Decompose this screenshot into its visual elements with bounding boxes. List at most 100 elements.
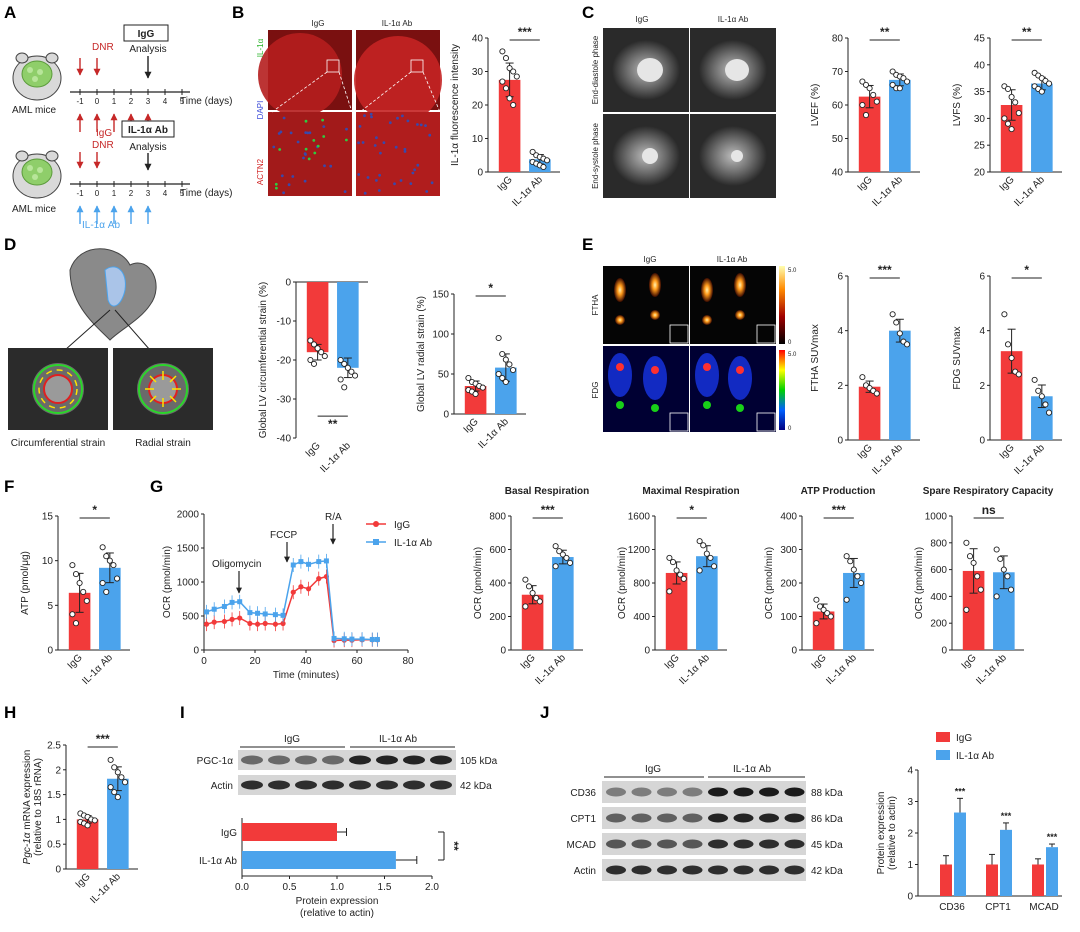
panel-b-images: IgG IL-1α Ab IL-1α DAPI ACTN2 bbox=[256, 19, 442, 196]
x-tick-label: IL-1α Ab bbox=[870, 442, 905, 477]
data-point bbox=[513, 73, 520, 80]
j-header-ab: IL-1α Ab bbox=[733, 764, 771, 775]
y-tick-label: 100 bbox=[432, 330, 449, 341]
y-tick-label: 6 bbox=[979, 272, 985, 283]
e-pet-hotspot bbox=[615, 315, 625, 325]
sig-label: *** bbox=[1047, 832, 1058, 842]
sig-label: *** bbox=[1001, 811, 1012, 821]
y-tick-label: 20 bbox=[472, 101, 484, 112]
data-point bbox=[873, 390, 880, 397]
c-row-systole: End-systole phase bbox=[591, 123, 600, 189]
bar bbox=[1031, 396, 1053, 440]
y-tick-label: 1500 bbox=[177, 544, 200, 555]
bar bbox=[1000, 829, 1012, 896]
e-pet-organ bbox=[651, 404, 659, 412]
e-pet-heart bbox=[736, 366, 744, 374]
bar bbox=[940, 864, 952, 896]
e-pet-hotspot bbox=[734, 273, 746, 297]
b-nucleus-dot bbox=[304, 119, 308, 123]
blot-band bbox=[759, 839, 779, 849]
b-nucleus-dot bbox=[329, 164, 333, 168]
data-point bbox=[307, 337, 314, 344]
e-scale-min-2: 0 bbox=[788, 426, 792, 432]
e-pet-heart bbox=[703, 363, 711, 371]
y-tick-label: 150 bbox=[432, 290, 449, 301]
panel-label-i: I bbox=[180, 703, 185, 722]
b-nucleus-dot bbox=[401, 114, 404, 118]
j-legend-ab: IL-1α Ab bbox=[956, 751, 994, 762]
data-point bbox=[824, 610, 831, 617]
b-nucleus-dot bbox=[416, 123, 419, 126]
b-nucleus-dot bbox=[406, 119, 410, 123]
data-point bbox=[866, 85, 873, 92]
y-tick-label: 1200 bbox=[628, 545, 651, 556]
y-tick-label: 2 bbox=[907, 829, 913, 840]
bar bbox=[242, 823, 337, 841]
y-tick-label: 1 bbox=[907, 860, 913, 871]
timeline-ticks-2: -1 0 1 2 3 4 5 bbox=[76, 181, 185, 198]
data-point bbox=[211, 606, 217, 612]
y-tick-label: 0 bbox=[443, 410, 449, 421]
e-pet-hotspot bbox=[735, 310, 745, 320]
data-point bbox=[1000, 566, 1007, 573]
data-point bbox=[862, 112, 870, 119]
i-band-name-0: PGC-1α bbox=[197, 756, 234, 767]
timeline-tick-label: 3 bbox=[146, 97, 151, 106]
y-tick-label: -10 bbox=[277, 317, 292, 328]
data-point bbox=[963, 539, 970, 546]
data-point bbox=[331, 635, 337, 641]
aml-mice-label-2: AML mice bbox=[12, 204, 57, 215]
sig-label: *** bbox=[878, 263, 892, 277]
data-point bbox=[816, 603, 824, 610]
bar bbox=[242, 851, 396, 869]
data-point bbox=[374, 636, 380, 642]
c-col-ab: IL-1α Ab bbox=[718, 15, 749, 24]
data-point bbox=[1031, 376, 1038, 383]
y-tick-label: 1 bbox=[55, 815, 61, 826]
data-point bbox=[323, 558, 329, 564]
data-point bbox=[359, 636, 365, 642]
data-point bbox=[221, 603, 227, 609]
blot-band bbox=[631, 813, 652, 823]
y-tick-label: 50 bbox=[832, 134, 844, 145]
data-point bbox=[344, 364, 351, 371]
data-point bbox=[298, 559, 304, 565]
e-pet-hotspot bbox=[702, 315, 712, 325]
data-point bbox=[889, 68, 896, 75]
sig-label: ns bbox=[982, 503, 996, 517]
x-tick-label: IgG bbox=[998, 442, 1017, 461]
bar bbox=[696, 556, 718, 650]
data-point bbox=[859, 78, 866, 85]
b-nucleus-dot bbox=[306, 131, 310, 135]
igg-group-box: IgG bbox=[138, 29, 155, 40]
y-tick-label: 0 bbox=[55, 865, 61, 876]
b-nucleus-dot bbox=[430, 181, 434, 185]
i-band-kda-0: 105 kDa bbox=[460, 756, 498, 767]
data-point bbox=[1007, 586, 1015, 593]
x-tick-label: IL-1α Ab bbox=[533, 652, 568, 687]
e-pet-body bbox=[643, 356, 667, 400]
b-nucleus-dot bbox=[357, 173, 361, 176]
blot-band bbox=[322, 755, 344, 765]
panel-g-line-labels: Oligomycin FCCP R/A IgG IL-1α Ab bbox=[212, 512, 432, 594]
b-nucleus-dot bbox=[378, 173, 381, 177]
b-nucleus-dot bbox=[312, 139, 316, 142]
e-scale-max-1: 5.0 bbox=[788, 268, 797, 274]
b-nucleus-dot bbox=[296, 140, 300, 144]
x-tick-label: IgG bbox=[856, 442, 875, 461]
timeline-tick-label: 1 bbox=[112, 189, 117, 198]
blot-band bbox=[708, 839, 728, 849]
b-nucleus-dot bbox=[375, 179, 378, 182]
data-point bbox=[472, 390, 479, 398]
y-tick-label: 200 bbox=[489, 612, 506, 623]
timeline-tick-label: 0 bbox=[95, 97, 100, 106]
b-nucleus-dot bbox=[275, 186, 278, 190]
blot-band bbox=[733, 839, 754, 849]
j-legend-igg: IgG bbox=[956, 733, 972, 744]
y-tick-label: 2 bbox=[979, 381, 985, 392]
data-point bbox=[495, 370, 502, 378]
data-point bbox=[502, 55, 510, 62]
data-point bbox=[110, 562, 117, 569]
